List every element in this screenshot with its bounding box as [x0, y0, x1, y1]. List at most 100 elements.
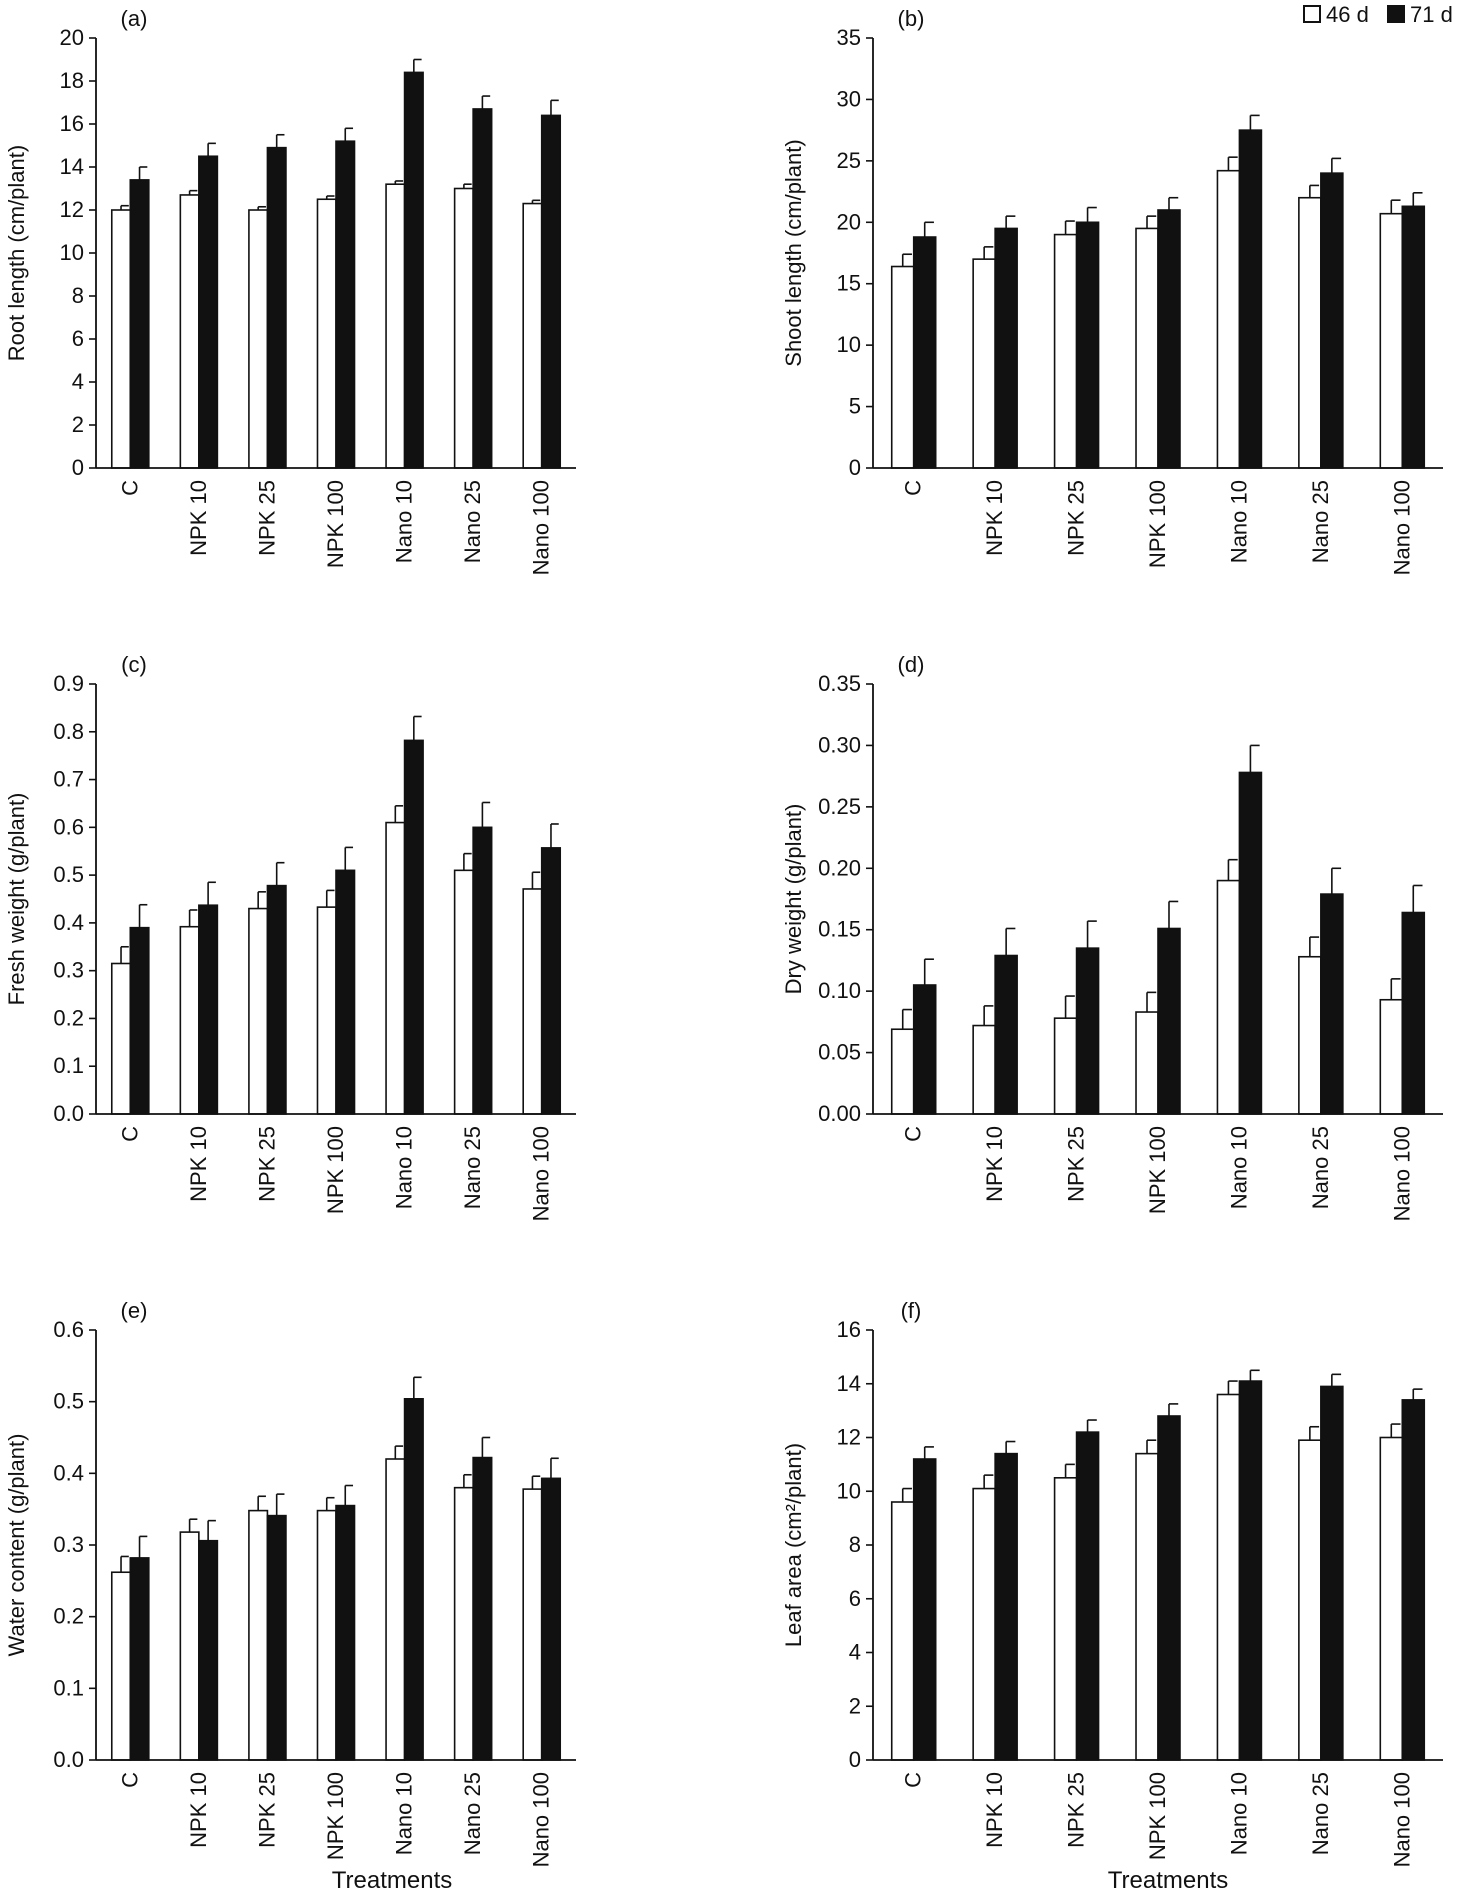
y-tick-label: 35: [837, 25, 861, 50]
bar-nano-25-46-d: [453, 1486, 474, 1761]
category-label-npk-100: NPK 100: [1145, 480, 1170, 568]
category-label-nano-25: Nano 25: [460, 1772, 485, 1855]
chart-panel-a: 0 2 4 6 8 10 12 14 16 18 20 C NPK 10 NPK 25 NPK 100 Nan…: [4, 6, 576, 575]
bar-nano-25-71-d: [472, 108, 493, 469]
bar-npk-100-46-d: [1135, 1011, 1159, 1115]
bar-nano-10-46-d: [1216, 1393, 1241, 1761]
panel-label: (f): [901, 1298, 922, 1323]
bar-nano-10-46-d: [385, 821, 406, 1115]
bar-nano-25-71-d: [472, 826, 493, 1115]
bar-npk-100-71-d: [1157, 927, 1181, 1115]
bar-nano-100-71-d: [540, 114, 562, 469]
y-tick-label: 4: [849, 1640, 861, 1665]
chart-panel-b: 0 5 10 15 20 25 30 35 C NPK 10 NPK 25 NPK 100 Nano 1…: [781, 6, 1443, 575]
bar-nano-10-71-d: [403, 739, 424, 1115]
bar-c-46-d: [890, 265, 915, 469]
category-label-npk-100: NPK 100: [323, 480, 348, 568]
category-label-npk-25: NPK 25: [254, 1126, 279, 1202]
bar-nano-100-46-d: [1379, 1436, 1404, 1761]
y-tick-label: 10: [60, 240, 84, 265]
bar-npk-10-71-d: [198, 1539, 219, 1761]
y-tick-label: 0.05: [818, 1040, 861, 1065]
category-label-nano-25: Nano 25: [1308, 480, 1333, 563]
bar-c-71-d: [129, 926, 150, 1115]
y-tick-label: 6: [72, 326, 84, 351]
y-tick-label: 0.3: [53, 958, 84, 983]
y-tick-label: 0.0: [53, 1101, 84, 1126]
y-tick-label: 0.3: [53, 1532, 84, 1557]
chart-panel-f: 0 2 4 6 8 10 12 14 16 C NPK 10 NPK 25 NPK 100 Nano 10…: [781, 1298, 1443, 1867]
y-tick-label: 14: [60, 154, 84, 179]
y-tick-label: 16: [60, 111, 84, 136]
category-label-npk-25: NPK 25: [254, 480, 279, 556]
bar-c-71-d: [129, 179, 150, 469]
bar-nano-10-46-d: [1216, 169, 1241, 469]
bar-npk-10-71-d: [198, 904, 219, 1115]
panel-label: (d): [898, 652, 925, 677]
bar-npk-10-46-d: [972, 1024, 996, 1115]
bar-npk-25-71-d: [1075, 1431, 1100, 1761]
category-label-nano-100: Nano 100: [1389, 480, 1414, 575]
bar-nano-100-71-d: [1401, 1399, 1426, 1761]
category-label-nano-100: Nano 100: [1389, 1772, 1414, 1867]
y-tick-label: 16: [837, 1317, 861, 1342]
y-tick-label: 12: [837, 1425, 861, 1450]
bar-nano-25-71-d: [1320, 893, 1344, 1115]
legend-swatch-71d: [1387, 5, 1405, 23]
y-tick-label: 0.7: [53, 767, 84, 792]
bar-npk-100-46-d: [316, 198, 337, 469]
bar-npk-10-46-d: [179, 925, 200, 1115]
bar-npk-100-71-d: [335, 140, 356, 469]
y-axis-label: Leaf area (cm²/plant): [781, 1443, 806, 1647]
bar-nano-100-71-d: [1401, 205, 1426, 469]
y-tick-label: 4: [72, 369, 84, 394]
bar-npk-100-46-d: [1135, 227, 1159, 469]
bar-nano-100-46-d: [1379, 212, 1404, 469]
y-tick-label: 0.5: [53, 862, 84, 887]
bar-c-46-d: [110, 962, 132, 1115]
legend-label-46d: 46 d: [1326, 2, 1369, 27]
bar-npk-25-46-d: [1053, 1477, 1078, 1761]
category-label-nano-100: Nano 100: [529, 1126, 554, 1221]
y-axis-label: Root length (cm/plant): [4, 145, 29, 361]
bar-npk-100-46-d: [1135, 1452, 1159, 1761]
y-tick-label: 2: [72, 412, 84, 437]
bar-npk-25-71-d: [266, 884, 287, 1115]
y-tick-label: 0.1: [53, 1675, 84, 1700]
y-axis-label: Fresh weight (g/plant): [4, 793, 29, 1006]
category-label-npk-25: NPK 25: [1064, 1126, 1089, 1202]
y-tick-label: 0.20: [818, 855, 861, 880]
y-tick-label: 0: [849, 455, 861, 480]
bar-npk-25-46-d: [248, 1509, 269, 1761]
y-axis-label: Dry weight (g/plant): [781, 804, 806, 995]
bar-npk-25-71-d: [1075, 947, 1100, 1115]
category-label-npk-100: NPK 100: [1145, 1772, 1170, 1860]
bar-nano-25-71-d: [1320, 172, 1344, 469]
bar-nano-10-46-d: [385, 1458, 406, 1761]
y-tick-label: 20: [60, 25, 84, 50]
bar-npk-100-46-d: [316, 906, 337, 1115]
legend-label-71d: 71 d: [1410, 2, 1453, 27]
category-label-npk-100: NPK 100: [323, 1126, 348, 1214]
bar-npk-100-71-d: [335, 1504, 356, 1761]
category-label-nano-10: Nano 10: [392, 1772, 417, 1855]
category-label-c: C: [901, 1772, 926, 1788]
y-tick-label: 0.0: [53, 1747, 84, 1772]
bar-nano-25-46-d: [453, 187, 474, 469]
bar-nano-100-71-d: [540, 1477, 562, 1761]
y-tick-label: 10: [837, 1478, 861, 1503]
y-tick-label: 0.4: [53, 910, 84, 935]
category-label-nano-100: Nano 100: [1389, 1126, 1414, 1221]
y-tick-label: 0.9: [53, 671, 84, 696]
bar-nano-10-71-d: [1238, 129, 1263, 469]
bar-nano-100-46-d: [522, 1488, 543, 1761]
bar-npk-100-71-d: [1157, 1415, 1181, 1761]
bar-nano-10-71-d: [1238, 771, 1263, 1115]
bar-nano-25-71-d: [1320, 1385, 1344, 1761]
bar-npk-25-46-d: [248, 907, 269, 1115]
category-label-nano-25: Nano 25: [1308, 1772, 1333, 1855]
bar-c-71-d: [129, 1557, 150, 1761]
bar-npk-25-46-d: [248, 209, 269, 469]
bar-npk-10-46-d: [179, 194, 200, 469]
legend: 46 d 71 d: [1303, 2, 1453, 27]
